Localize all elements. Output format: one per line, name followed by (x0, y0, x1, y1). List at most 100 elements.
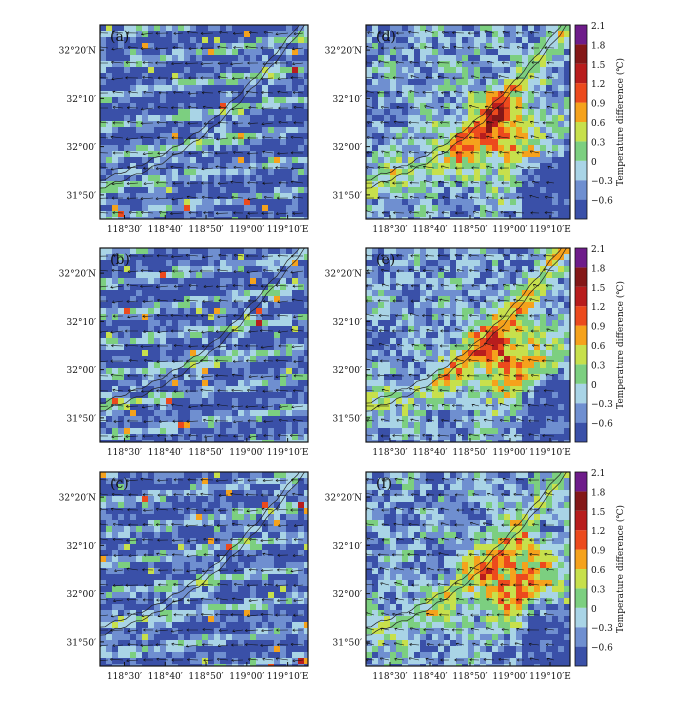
heatmap-cell (220, 296, 227, 303)
heatmap-cell (268, 169, 275, 176)
heatmap-cell (154, 121, 161, 128)
heatmap-cell (166, 151, 173, 158)
heatmap-cell (268, 350, 275, 357)
heatmap-cell (166, 193, 173, 200)
wind-vector-head (278, 136, 282, 140)
wind-vector-head (113, 553, 117, 557)
wind-vector-head (215, 284, 219, 289)
heatmap-cell (148, 163, 155, 170)
heatmap-cell (202, 586, 209, 593)
heatmap-cell (118, 344, 125, 351)
heatmap-cell (274, 616, 281, 623)
heatmap-cell (474, 79, 481, 86)
wind-vector-head (170, 211, 173, 215)
wind-vector-head (246, 90, 249, 94)
wind-vector (262, 151, 274, 154)
heatmap-cell (136, 646, 143, 653)
heatmap-cell (250, 278, 257, 285)
heatmap-cell (130, 640, 137, 647)
wind-vector (294, 524, 304, 527)
wind-vector (263, 269, 274, 272)
heatmap-cell (178, 422, 185, 429)
heatmap-cell (298, 217, 305, 219)
heatmap-cell (154, 392, 161, 399)
wind-vector (218, 345, 229, 348)
heatmap-cell (100, 520, 107, 527)
heatmap-cell (238, 646, 245, 653)
wind-vector (173, 508, 184, 511)
heatmap-cell (124, 139, 131, 146)
heatmap-cell (226, 320, 233, 327)
heatmap-cell (190, 260, 197, 267)
wind-vector-head (262, 166, 265, 170)
heatmap-cell (202, 332, 209, 339)
heatmap-cell (184, 410, 191, 417)
heatmap-cell (124, 254, 131, 261)
heatmap-cell (118, 55, 125, 62)
heatmap-cell (130, 350, 137, 357)
heatmap-cell (214, 428, 221, 435)
wind-vector-head (293, 613, 296, 617)
heatmap-cell (286, 526, 293, 533)
heatmap-cell (148, 592, 155, 599)
heatmap-cell (384, 43, 391, 50)
heatmap-cell (118, 278, 125, 285)
heatmap-cell (130, 344, 137, 351)
heatmap-cell (178, 109, 185, 116)
heatmap-cell (280, 175, 287, 182)
heatmap-cell (196, 652, 203, 659)
heatmap-cell (528, 67, 535, 74)
wind-vector (218, 91, 229, 94)
heatmap-cell (166, 314, 173, 321)
heatmap-cell (244, 37, 251, 44)
wind-vector (171, 197, 184, 200)
heatmap-cell (226, 103, 233, 110)
heatmap-cell (154, 175, 161, 182)
heatmap-cell (154, 85, 161, 92)
wind-vector-head (111, 492, 115, 496)
heatmap-cell (268, 574, 275, 581)
heatmap-cell (172, 25, 179, 32)
wind-vector-head (232, 31, 236, 35)
heatmap-cell (124, 526, 131, 533)
heatmap-cell (100, 502, 107, 509)
heatmap-cell (166, 556, 173, 563)
heatmap-cell (166, 181, 173, 188)
heatmap-cell (190, 175, 197, 182)
heatmap-cell (118, 187, 125, 194)
heatmap-cell (256, 380, 263, 387)
wind-vector (278, 121, 289, 124)
wind-vector (230, 539, 244, 541)
heatmap-cell (172, 211, 179, 218)
heatmap-cell (190, 478, 197, 485)
y-tick-label: 31°50′ (67, 191, 96, 201)
heatmap-cell (292, 574, 299, 581)
heatmap-cell (298, 121, 305, 128)
heatmap-cell (220, 326, 227, 333)
heatmap-cell (178, 604, 185, 611)
heatmap-cell (118, 598, 125, 605)
wind-vector-head (143, 374, 147, 378)
heatmap-cell (160, 434, 167, 441)
heatmap-cell (250, 502, 257, 509)
wind-vector (110, 285, 124, 288)
river-contour-line (100, 472, 300, 628)
heatmap-cell (160, 37, 167, 44)
heatmap-cell (292, 55, 299, 62)
heatmap-cell (220, 592, 227, 599)
heatmap-cell (250, 163, 257, 170)
heatmap-cell (166, 502, 173, 509)
heatmap-cell (154, 79, 161, 86)
heatmap-cell (420, 49, 427, 56)
heatmap-cell (148, 278, 155, 285)
heatmap-cell (522, 79, 529, 86)
heatmap-cell (238, 109, 245, 116)
heatmap-cell (172, 115, 179, 122)
heatmap-cell (142, 55, 149, 62)
heatmap-cell (286, 97, 293, 104)
y-tick-label: 32°00′ (67, 143, 96, 153)
heatmap-cell (100, 562, 107, 569)
heatmap-cell (118, 472, 125, 479)
wind-vector-head (233, 420, 236, 424)
heatmap-cell (208, 574, 215, 581)
